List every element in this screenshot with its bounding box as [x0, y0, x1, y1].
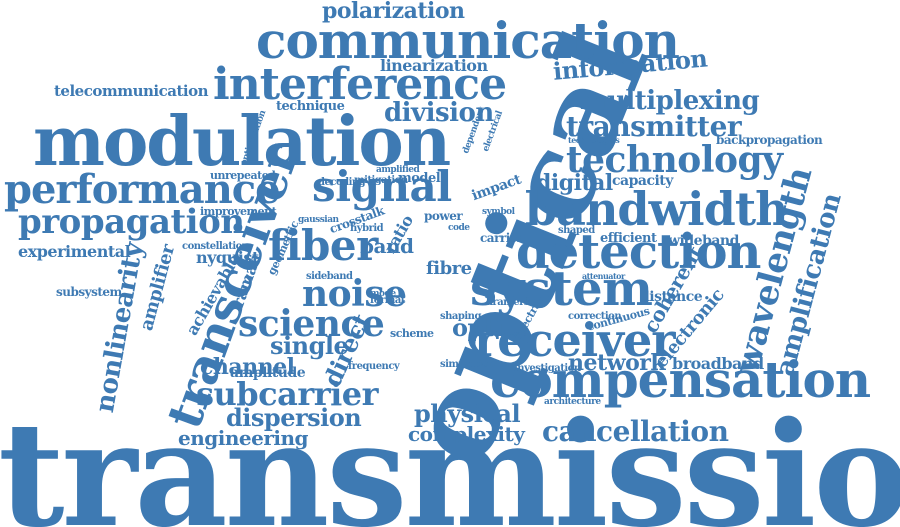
- word-technique: technique: [276, 99, 345, 114]
- word-linearization: linearization: [380, 56, 488, 75]
- word-frequency: frequency: [348, 361, 400, 372]
- word-amplified: amplified: [376, 165, 420, 175]
- word-fiber: fiber: [268, 221, 378, 270]
- word-experimental: experimental: [18, 242, 131, 261]
- word-constellation: constellation: [182, 241, 249, 252]
- word-gaussian: gaussian: [298, 215, 339, 225]
- word-communication: communication: [256, 11, 680, 70]
- word-efficient: efficient: [600, 231, 657, 246]
- word-band: band: [360, 234, 414, 258]
- word-multiplexing: multiplexing: [580, 86, 760, 116]
- word-kramers: kramers: [486, 297, 530, 308]
- word-improvement: improvement: [200, 205, 277, 218]
- word-backpropagation: backpropagation: [716, 133, 823, 147]
- word-investigation: investigation: [514, 363, 581, 374]
- word-bandwidth: bandwidth: [525, 182, 789, 236]
- word-distance: distance: [640, 289, 703, 305]
- word-noise: noise: [302, 273, 407, 315]
- word-code: code: [448, 223, 470, 233]
- word-transmitter: transmitter: [566, 110, 742, 143]
- word-correction: correction: [568, 311, 622, 322]
- word-wideband: wideband: [668, 233, 739, 249]
- word-signal: signal: [312, 162, 452, 211]
- word-mitigation: mitigation: [354, 175, 408, 186]
- word-engineering: engineering: [178, 426, 309, 450]
- word-telecommunication: telecommunication: [54, 82, 209, 100]
- word-channel: channel: [200, 354, 295, 380]
- word-network: network: [568, 350, 666, 376]
- word-amplitude: amplitude: [230, 365, 306, 381]
- word-interference: interference: [213, 59, 507, 110]
- word-compensation: compensation: [490, 350, 871, 409]
- word-fibre: fibre: [426, 258, 472, 279]
- word-optic: optic: [452, 313, 518, 342]
- word-digital: digital: [536, 170, 613, 196]
- word-model: model: [398, 171, 441, 186]
- word-single: single: [270, 331, 349, 360]
- word-transmission: transmission: [0, 390, 900, 527]
- word-symbol: symbol: [482, 207, 515, 217]
- word-mode: mode: [370, 289, 396, 299]
- word-decoding: decoding: [318, 177, 366, 188]
- word-capacity: capacity: [612, 173, 673, 189]
- word-sideband: sideband: [306, 271, 353, 282]
- word-shaped: shaped: [558, 225, 595, 236]
- word-attenuator: attenuator: [582, 271, 625, 281]
- word-subcarrier: subcarrier: [196, 375, 378, 413]
- word-cancellation: cancellation: [542, 415, 729, 448]
- word-division: division: [384, 98, 494, 128]
- word-unrepeated: unrepeated: [210, 169, 276, 182]
- word-format: format: [370, 295, 405, 306]
- word-system: system: [470, 261, 653, 317]
- word-hybrid: hybrid: [350, 223, 384, 234]
- word-propagation: propagation: [18, 202, 245, 242]
- word-physical: physical: [414, 399, 521, 428]
- word-architecture: architecture: [544, 397, 601, 407]
- word-modulation: modulation: [33, 102, 451, 182]
- word-power: power: [424, 209, 463, 223]
- word-shaping: shaping: [440, 311, 481, 322]
- word-nyquist: nyquist: [196, 248, 259, 267]
- word-subsystem: subsystem: [56, 285, 122, 299]
- word-dispersion: dispersion: [226, 403, 362, 432]
- word-technologies: technologies: [568, 135, 620, 145]
- word-technology: technology: [566, 139, 783, 181]
- word-complexity: complexity: [408, 422, 525, 446]
- word-detection: detection: [516, 224, 761, 280]
- word-performance: performance: [4, 166, 281, 213]
- word-receiver: receiver: [474, 313, 675, 367]
- word-carrier: carrier: [480, 231, 523, 245]
- word-polarization: polarization: [322, 0, 465, 24]
- word-simulation: simulation: [440, 359, 495, 370]
- word-science: science: [238, 303, 385, 345]
- word-scheme: scheme: [390, 327, 434, 340]
- word-broadband: broadband: [672, 354, 764, 373]
